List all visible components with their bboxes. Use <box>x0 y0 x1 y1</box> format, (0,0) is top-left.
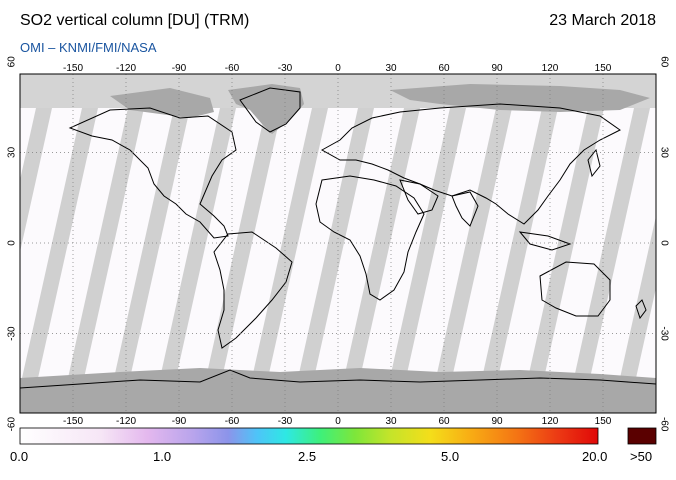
lat-tick-label: 0 <box>658 240 669 246</box>
lon-ticks-top: -150 -120 -90 -60 -30 0 30 60 90 120 150 <box>63 63 612 74</box>
lon-tick-label: 90 <box>491 416 503 427</box>
orbit-gap <box>620 216 656 378</box>
lon-tick-label: 30 <box>385 63 397 74</box>
lon-tick-label: 30 <box>385 416 397 427</box>
orbit-gap <box>20 108 52 252</box>
lon-ticks-bottom: -150 -120 -90 -60 -30 0 30 60 90 120 150 <box>63 416 612 427</box>
colorbar-label-3: 5.0 <box>441 449 460 464</box>
lon-tick-label: -120 <box>116 63 136 74</box>
lon-tick-label: -60 <box>225 63 240 74</box>
colorbar-overflow <box>627 427 657 445</box>
coast-south-america <box>213 231 293 349</box>
coast-north-america <box>68 107 237 239</box>
coast-japan <box>587 148 601 178</box>
lon-tick-label: 120 <box>542 63 559 74</box>
lat-ticks-right: 60 30 0 -30 -60 <box>658 56 669 432</box>
coast-indonesia <box>518 231 572 251</box>
data-credit: OMI – KNMI/FMI/NASA <box>20 40 157 55</box>
coastlines <box>20 87 656 389</box>
graticule <box>20 74 656 413</box>
colorbar <box>19 427 599 445</box>
colorbar-label-5: >50 <box>630 449 653 464</box>
lon-tick-label: 150 <box>595 63 612 74</box>
map-title: SO2 vertical column [DU] (TRM) <box>20 12 250 29</box>
lat-tick-label: -60 <box>658 417 669 432</box>
lon-tick-label: -150 <box>63 416 83 427</box>
coast-africa <box>315 175 425 301</box>
lat-tick-label: -30 <box>7 326 18 341</box>
coast-australia <box>539 261 611 317</box>
coast-arabia <box>399 179 439 215</box>
coast-eurasia <box>320 103 621 225</box>
lon-tick-label: -30 <box>278 416 293 427</box>
coast-greenland <box>239 87 301 133</box>
coast-india <box>451 191 479 227</box>
coast-new-zealand <box>635 299 647 320</box>
lon-tick-label: 90 <box>491 63 503 74</box>
colorbar-label-1: 1.0 <box>153 449 172 464</box>
lon-tick-label: 0 <box>335 416 341 427</box>
orbit-gap <box>344 108 420 378</box>
lon-tick-label: -120 <box>116 416 136 427</box>
lon-tick-label: 150 <box>595 416 612 427</box>
lon-tick-label: 0 <box>335 63 341 74</box>
colorbar-label-2: 2.5 <box>298 449 317 464</box>
lon-tick-label: -150 <box>63 63 83 74</box>
orbit-gap <box>68 108 144 378</box>
lat-tick-label: 60 <box>7 56 18 68</box>
lat-tick-label: 30 <box>7 146 18 158</box>
lon-tick-label: -60 <box>225 416 240 427</box>
lon-tick-label: 120 <box>542 416 559 427</box>
lat-tick-label: 0 <box>7 240 18 246</box>
coast-antarctica <box>20 369 656 389</box>
colorbar-label-4: 20.0 <box>582 449 608 464</box>
lon-tick-label: 60 <box>438 416 450 427</box>
map-date: 23 March 2018 <box>549 12 656 29</box>
lat-tick-label: -60 <box>7 417 18 432</box>
colorbar-label-0: 0.0 <box>10 449 29 464</box>
orbit-gap <box>436 108 512 378</box>
lon-tick-label: 60 <box>438 63 450 74</box>
lat-tick-label: 30 <box>658 147 669 159</box>
lat-tick-label: -30 <box>658 326 669 341</box>
map-frame <box>19 73 657 414</box>
lon-tick-label: -90 <box>172 63 187 74</box>
lat-tick-label: 60 <box>658 56 669 68</box>
lon-tick-label: -90 <box>172 416 187 427</box>
lon-tick-label: -30 <box>278 63 293 74</box>
lat-ticks-left: 60 30 0 -30 -60 <box>7 56 18 432</box>
orbit-gap <box>252 108 328 378</box>
